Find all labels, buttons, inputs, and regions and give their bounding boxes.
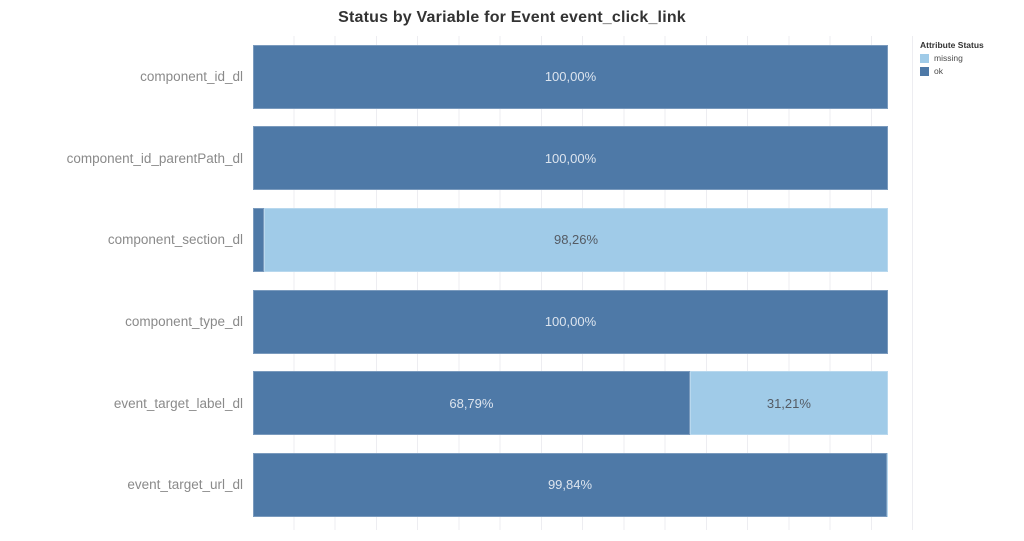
- legend-item-ok[interactable]: ok: [920, 66, 1020, 76]
- chart-row: component_id_dl 100,00%: [0, 36, 913, 118]
- bar-track: 100,00%: [253, 289, 888, 354]
- legend: Attribute Status missing ok: [920, 40, 1020, 79]
- bar-track: 100,00%: [253, 126, 888, 191]
- bar-segment-missing[interactable]: 98,26%: [264, 207, 888, 272]
- category-label-component_type_dl[interactable]: component_type_dl: [125, 314, 243, 330]
- chart-row: component_type_dl 100,00%: [0, 281, 913, 363]
- category-label-component_section_dl[interactable]: component_section_dl: [107, 232, 243, 248]
- bar-segment-ok[interactable]: 99,84%: [253, 452, 887, 517]
- legend-swatch-missing: [920, 53, 929, 63]
- category-label-event_target_url_dl[interactable]: event_target_url_dl: [127, 477, 243, 493]
- category-label-component_id_dl[interactable]: component_id_dl: [140, 69, 243, 85]
- bar-value-label: 31,21%: [766, 395, 811, 411]
- chart-row: event_target_url_dl 99,84%: [0, 444, 913, 526]
- chart-row: component_id_parentPath_dl 100,00%: [0, 118, 913, 200]
- bar-value-label: 100,00%: [544, 150, 597, 166]
- bar-track: 98,26%: [253, 207, 888, 272]
- legend-swatch-ok: [920, 66, 929, 76]
- legend-items: missing ok: [920, 53, 1020, 76]
- bar-segment-missing[interactable]: [886, 452, 888, 517]
- bar-segment-ok[interactable]: 100,00%: [253, 289, 888, 354]
- legend-title: Attribute Status: [920, 40, 984, 50]
- bar-segment-ok[interactable]: 68,79%: [253, 371, 690, 436]
- bar-track: 99,84%: [253, 452, 888, 517]
- legend-item-missing[interactable]: missing: [920, 53, 1020, 63]
- bar-value-label: 100,00%: [544, 69, 597, 85]
- bar-value-label: 98,26%: [553, 232, 599, 248]
- bar-value-label: 100,00%: [544, 314, 597, 330]
- bar-segment-ok[interactable]: 100,00%: [253, 44, 888, 109]
- chart-title: Status by Variable for Event event_click…: [338, 9, 686, 26]
- chart-row: component_section_dl 98,26%: [0, 199, 913, 281]
- plot-area: [253, 36, 913, 530]
- category-label-event_target_label_dl[interactable]: event_target_label_dl: [113, 395, 243, 411]
- chart-row: event_target_label_dl 68,79% 31,21%: [0, 362, 913, 444]
- legend-label: missing: [934, 53, 963, 63]
- bar-value-label: 99,84%: [547, 477, 593, 493]
- bar-value-label: 68,79%: [449, 395, 494, 411]
- category-label-component_id_parentPath_dl[interactable]: component_id_parentPath_dl: [66, 150, 243, 166]
- bar-segment-missing[interactable]: 31,21%: [689, 371, 888, 436]
- bar-track: 68,79% 31,21%: [253, 371, 888, 436]
- bar-segment-ok[interactable]: 100,00%: [253, 126, 888, 191]
- bar-segment-ok[interactable]: [253, 207, 265, 272]
- bar-track: 100,00%: [253, 44, 888, 109]
- legend-label: ok: [934, 66, 943, 76]
